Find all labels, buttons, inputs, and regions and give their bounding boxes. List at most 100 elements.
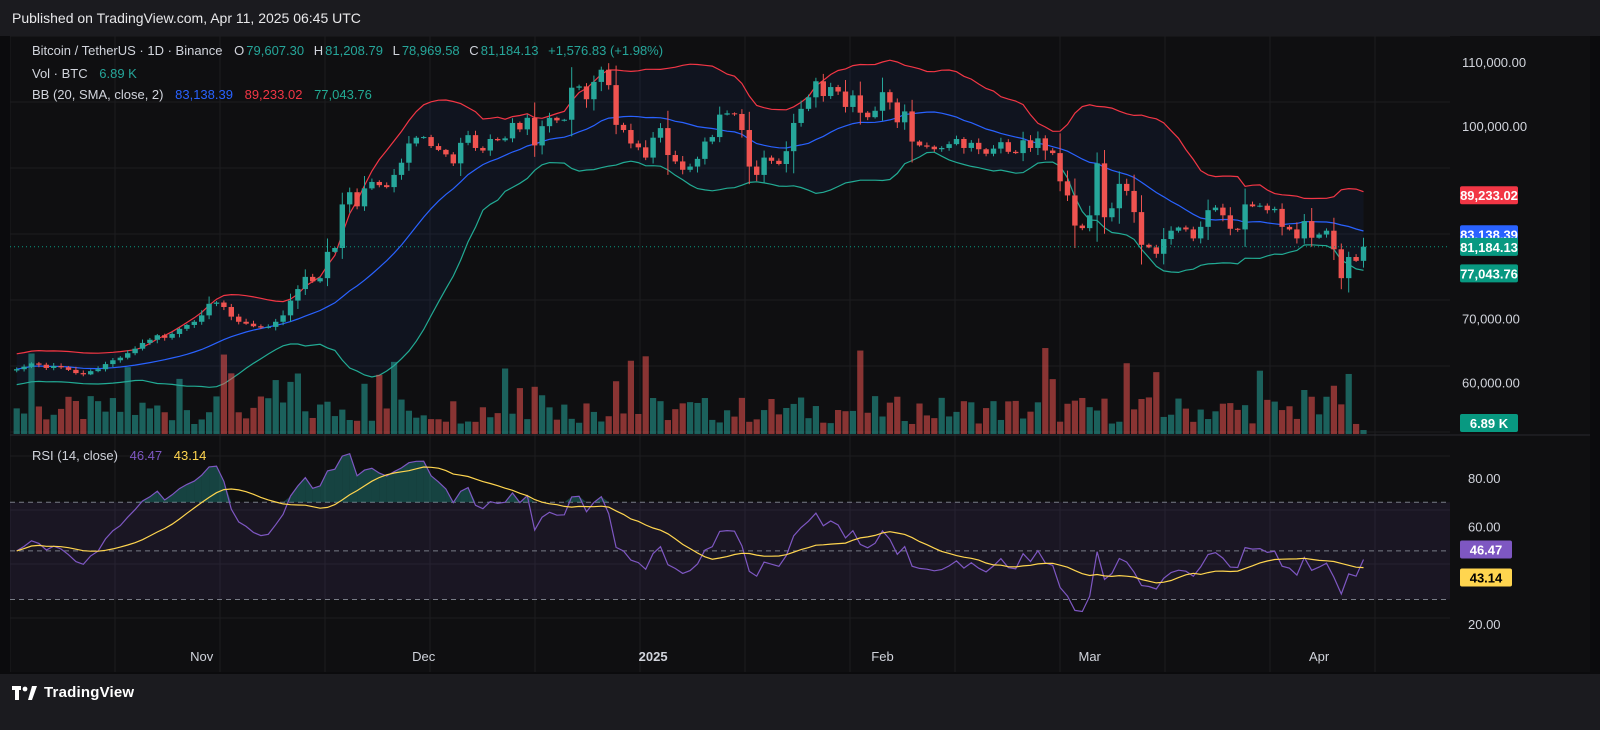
high-label: H xyxy=(313,43,324,58)
rsi-tick-label: 20.00 xyxy=(1468,617,1501,632)
candle-body xyxy=(606,69,612,86)
volume-bar xyxy=(65,396,72,434)
rsi-overbought-fill xyxy=(438,481,446,503)
candle-body xyxy=(961,138,967,148)
volume-bar xyxy=(1071,400,1078,434)
volume-bar xyxy=(1094,410,1101,434)
candle-body xyxy=(258,326,264,328)
candle-body xyxy=(717,114,723,138)
chart-pane[interactable]: 110,000.00 100,000.00 70,000.00 60,000.00 89… xyxy=(10,36,1590,672)
candle-body xyxy=(946,144,952,148)
volume-bar xyxy=(294,373,301,434)
candle-body xyxy=(857,95,863,113)
tradingview-logo[interactable]: TradingView xyxy=(12,684,134,701)
volume-bar xyxy=(1256,370,1263,434)
volume-bar xyxy=(43,419,50,434)
volume-bar xyxy=(1271,401,1278,434)
volume-bar xyxy=(650,398,657,434)
candle-body xyxy=(865,112,871,118)
volume-bar xyxy=(1012,400,1019,434)
rsi-overbought-fill xyxy=(312,485,321,503)
volume-bar xyxy=(487,417,494,434)
volume-bar xyxy=(664,420,671,434)
candle-body xyxy=(620,124,627,131)
volume-bar xyxy=(724,410,731,434)
volume-bar xyxy=(516,388,523,434)
volume-bar xyxy=(1079,397,1086,434)
volume-bar xyxy=(1264,399,1271,434)
volume-bar xyxy=(1279,410,1286,434)
volume-bar xyxy=(1020,418,1027,434)
volume-bar xyxy=(1049,379,1056,434)
volume-bar xyxy=(731,416,738,434)
candle-body xyxy=(509,122,516,139)
candle-body xyxy=(273,321,279,327)
volume-bar xyxy=(1168,414,1175,434)
candle-body xyxy=(1175,227,1182,231)
rsi-value-pill xyxy=(1460,540,1512,559)
candle-body xyxy=(1109,208,1115,218)
price-label-pill xyxy=(1460,237,1518,256)
volume-bar xyxy=(1175,398,1182,434)
candle-body xyxy=(95,369,101,372)
volume-bar xyxy=(450,401,457,434)
candle-body xyxy=(472,135,479,148)
candle-body xyxy=(125,353,131,358)
candle-body xyxy=(783,151,789,165)
candle-body xyxy=(184,324,190,329)
candle-body xyxy=(162,335,168,338)
volume-bar xyxy=(783,407,790,434)
candle-body xyxy=(924,145,930,147)
volume-bar xyxy=(953,411,960,434)
volume-bar xyxy=(598,421,605,434)
open-label: O xyxy=(234,43,245,58)
candle-body xyxy=(228,307,234,317)
rsi-overbought-fill xyxy=(216,466,224,503)
volume-bar xyxy=(13,408,20,434)
open-value: 79,607.30 xyxy=(246,43,305,58)
volume-bar xyxy=(938,397,945,434)
volume-bar xyxy=(428,419,435,434)
volume-bar xyxy=(613,381,620,434)
volume-legend: Vol · BTC 6.89 K xyxy=(32,66,139,81)
bb-label: BB (20, SMA, close, 2) xyxy=(32,87,164,102)
candle-body xyxy=(931,146,937,150)
candle-body xyxy=(88,371,94,375)
candle-body xyxy=(435,146,442,150)
candle-body xyxy=(1286,226,1293,230)
candle-body xyxy=(28,363,35,367)
volume-bar xyxy=(154,405,161,434)
candle-body xyxy=(613,85,619,125)
chart-canvas[interactable]: 110,000.00 100,000.00 70,000.00 60,000.00 89… xyxy=(10,36,1590,672)
volume-bar xyxy=(909,423,916,434)
volume-bar xyxy=(413,417,420,434)
candle-body xyxy=(324,251,331,279)
candle-body xyxy=(731,113,738,115)
candle-body xyxy=(1294,229,1300,239)
candle-body xyxy=(665,128,671,156)
candle-body xyxy=(1338,249,1344,279)
candle-body xyxy=(1168,230,1174,240)
volume-bar xyxy=(50,414,57,434)
candle-body xyxy=(754,166,760,175)
candle-body xyxy=(591,81,597,100)
volume-bar xyxy=(894,396,901,434)
candle-body xyxy=(154,335,160,340)
tradingview-brand: TradingView xyxy=(44,684,135,701)
volume-bar xyxy=(879,416,886,434)
candle-body xyxy=(265,326,271,328)
rsi-tick-label: 80.00 xyxy=(1468,471,1501,486)
volume-bar xyxy=(1338,404,1345,434)
candle-body xyxy=(776,160,782,165)
candle-body xyxy=(450,154,456,164)
volume-bar xyxy=(746,421,753,434)
candle-body xyxy=(43,364,49,368)
rsi-overbought-fill xyxy=(364,468,372,503)
time-axis-label: Feb xyxy=(871,649,893,664)
rsi-legend: RSI (14, close) 46.47 43.14 xyxy=(32,448,208,463)
volume-bar xyxy=(87,396,94,434)
candle-body xyxy=(406,143,412,163)
rsi-overbought-fill xyxy=(172,488,180,503)
volume-bar xyxy=(146,408,153,434)
candle-body xyxy=(1131,190,1137,213)
